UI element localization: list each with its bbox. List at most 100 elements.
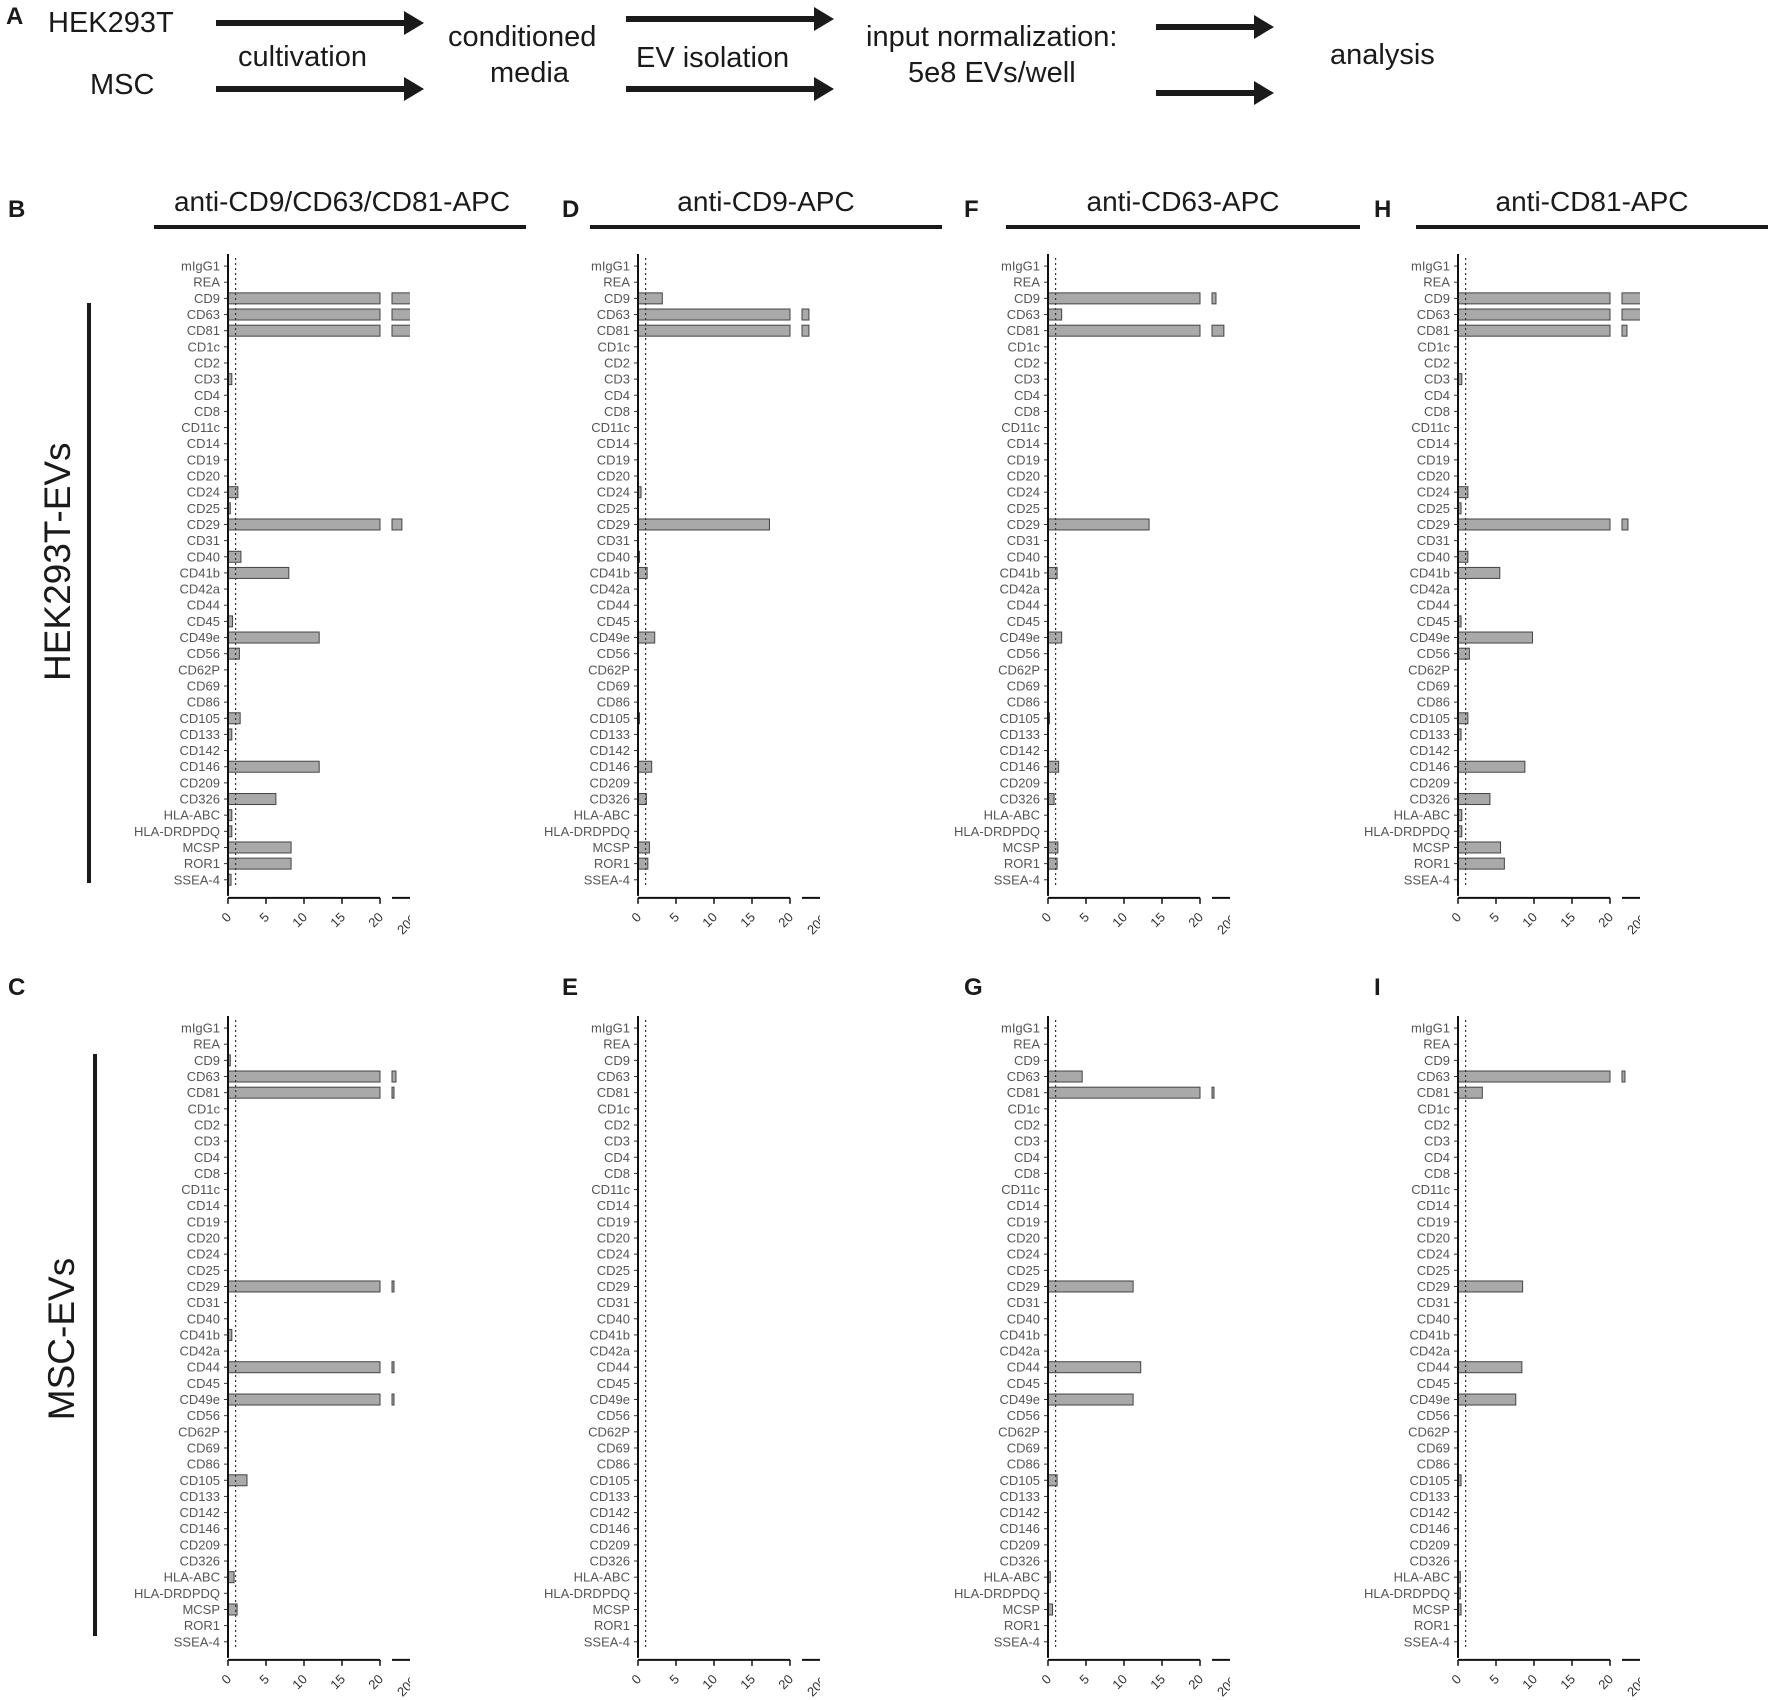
category-label: CD86 [1007, 695, 1040, 710]
category-label: REA [603, 275, 630, 290]
category-label: SSEA-4 [174, 1634, 220, 1649]
category-label: CD133 [180, 727, 220, 742]
category-label: CD209 [590, 775, 630, 790]
category-label: CD81 [1417, 1085, 1450, 1100]
arrow-isolation-top [626, 16, 822, 22]
category-label: MCSP [1002, 1602, 1040, 1617]
x-tick-label: 0 [218, 1671, 234, 1687]
bar-break-CD81 [392, 325, 410, 336]
category-label: MCSP [592, 1602, 630, 1617]
bar-break-CD81 [1212, 1087, 1214, 1098]
bar-CD29 [638, 519, 769, 530]
category-label: SSEA-4 [1404, 1634, 1450, 1649]
category-label: CD2 [604, 1117, 630, 1132]
bar-CD49e [638, 632, 655, 643]
bar-break-CD81 [392, 1087, 394, 1098]
category-label: CD63 [1417, 1069, 1450, 1084]
category-label: CD69 [1417, 678, 1450, 693]
category-label: CD86 [187, 1457, 220, 1472]
bar-CD44 [228, 1362, 380, 1373]
category-label: CD40 [1417, 1311, 1450, 1326]
category-label: CD45 [187, 1376, 220, 1391]
x-tick-label: 200 [1624, 911, 1640, 937]
category-label: CD142 [1000, 743, 1040, 758]
category-label: CD1c [1007, 1101, 1040, 1116]
arrow-analysis-bottom [1156, 90, 1262, 96]
category-label: REA [1013, 275, 1040, 290]
x-tick-label: 15 [327, 909, 348, 930]
category-label: CD2 [1014, 1117, 1040, 1132]
category-label: CD81 [597, 1085, 630, 1100]
category-label: ROR1 [184, 856, 220, 871]
bar-ROR1 [228, 858, 291, 869]
category-label: CD4 [1424, 1150, 1450, 1165]
bar-CD146 [1458, 761, 1525, 772]
category-label: CD29 [187, 1279, 220, 1294]
x-tick-label: 15 [737, 909, 758, 930]
category-label: CD2 [194, 1117, 220, 1132]
x-tick-label: 20 [1595, 1671, 1616, 1692]
category-label: CD24 [1417, 1247, 1450, 1262]
panel-letter-i: I [1374, 974, 1381, 1002]
category-label: CD29 [1417, 517, 1450, 532]
category-label: CD25 [1007, 501, 1040, 516]
category-label: CD209 [180, 775, 220, 790]
x-tick-label: 0 [628, 1671, 644, 1687]
x-tick-label: 20 [1185, 909, 1206, 930]
category-label: CD42a [1410, 1344, 1451, 1359]
category-label: mIgG1 [591, 259, 630, 274]
category-label: CD326 [1410, 792, 1450, 807]
x-tick-label: 0 [1038, 909, 1054, 925]
category-label: HLA-ABC [164, 1570, 220, 1585]
category-label: CD326 [1000, 792, 1040, 807]
bar-CD29 [1048, 519, 1149, 530]
category-label: CD2 [194, 355, 220, 370]
column-title-cd9: anti-CD9-APC [590, 186, 942, 218]
bar-CD146 [228, 761, 319, 772]
category-label: CD69 [187, 1440, 220, 1455]
x-tick-label: 15 [1147, 1671, 1168, 1692]
category-label: CD1c [1417, 339, 1450, 354]
category-label: CD41b [180, 565, 220, 580]
product-conditioned: conditioned [448, 22, 596, 54]
category-label: CD133 [180, 1489, 220, 1504]
category-label: CD69 [1007, 678, 1040, 693]
category-label: CD40 [187, 1311, 220, 1326]
category-label: CD40 [597, 549, 630, 564]
category-label: CD133 [1000, 1489, 1040, 1504]
category-label: CD209 [1410, 775, 1450, 790]
category-label: CD4 [194, 1150, 220, 1165]
category-label: CD42a [1000, 1344, 1041, 1359]
category-label: CD56 [1417, 1408, 1450, 1423]
category-label: CD41b [1000, 565, 1040, 580]
bar-break-CD81 [1212, 325, 1224, 336]
panel-letter-g: G [964, 974, 983, 1002]
category-label: CD8 [194, 1166, 220, 1181]
category-label: CD86 [1007, 1457, 1040, 1472]
bar-CD81 [1048, 325, 1200, 336]
category-label: CD4 [1014, 388, 1040, 403]
category-label: CD9 [1014, 291, 1040, 306]
category-label: CD25 [597, 501, 630, 516]
category-label: CD24 [597, 1247, 630, 1262]
category-label: SSEA-4 [584, 1634, 630, 1649]
bar-CD146 [1048, 761, 1059, 772]
category-label: CD19 [1417, 452, 1450, 467]
category-label: CD69 [597, 1440, 630, 1455]
bar-CD24 [228, 487, 238, 498]
bar-CD63 [1458, 309, 1610, 320]
category-label: CD45 [1007, 1376, 1040, 1391]
category-label: CD41b [180, 1327, 220, 1342]
category-label: CD8 [1424, 1166, 1450, 1181]
category-label: CD105 [180, 711, 220, 726]
category-label: CD105 [1410, 711, 1450, 726]
category-label: CD209 [180, 1537, 220, 1552]
category-label: CD63 [187, 1069, 220, 1084]
x-tick-label: 5 [666, 909, 682, 925]
bar-break-CD63 [1622, 1071, 1625, 1082]
x-tick-label: 15 [1557, 909, 1578, 930]
source-hek293t: HEK293T [48, 8, 174, 40]
category-label: REA [193, 1037, 220, 1052]
category-label: CD133 [1000, 727, 1040, 742]
